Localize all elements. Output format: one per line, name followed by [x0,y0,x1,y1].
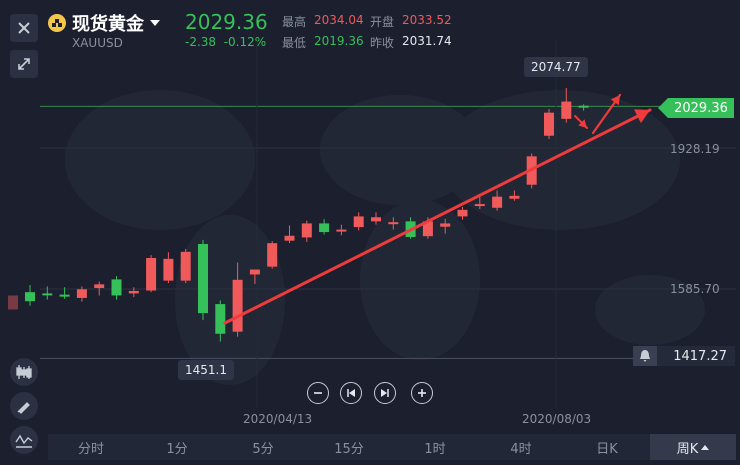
candle [111,279,122,296]
period-high-marker: 2074.77 [524,57,588,77]
current-price-tag: 2029.36 [668,98,734,118]
candlestick-icon [16,365,32,379]
tab-15min[interactable]: 15分 [334,441,364,457]
draw-tool-button[interactable] [10,392,38,420]
chart-grid [40,40,736,408]
candle [492,196,503,208]
tab-4hour[interactable]: 4时 [510,441,532,457]
candle [388,222,399,225]
candle [180,251,191,281]
trend-annotation [223,93,652,325]
trend-arrow-head [578,119,587,128]
alert-price-tag: 1417.27 [657,346,735,366]
x-tick-label: 2020/08/03 [522,412,592,426]
candle [353,216,364,228]
x-tick-label: 2020/04/13 [243,412,313,426]
period-low-marker: 1451.1 [178,360,234,380]
candle [457,209,468,217]
candle [25,292,35,302]
candle [578,105,589,108]
candle [232,279,243,332]
price-alert-button[interactable] [633,346,657,366]
change-value: -2.38 [185,35,217,49]
candle [128,290,139,294]
scroll-left-button[interactable] [340,382,362,404]
candle [267,243,278,267]
plus-icon [418,389,426,397]
candles [8,87,589,342]
tab-5min[interactable]: 5分 [252,441,274,457]
price-change: -2.38 -0.12% [185,35,266,49]
candle [284,235,295,241]
candle [215,304,226,334]
zoom-out-button[interactable] [307,382,329,404]
y-tick-label: 1928.19 [670,142,720,156]
chevron-down-icon [150,20,160,26]
candle [509,195,520,199]
fullscreen-button[interactable] [10,50,38,78]
candle [198,244,208,314]
tab-1hour[interactable]: 1时 [424,441,446,457]
candle [163,258,174,281]
tab-intraday[interactable]: 分时 [77,441,104,457]
candle [8,295,18,310]
candle [42,293,53,296]
instrument-code: XAUUSD [72,36,123,50]
instrument-selector[interactable]: 现货黄金 [48,10,160,36]
instrument-name: 现货黄金 [72,14,144,35]
candle [146,257,157,291]
skip-forward-icon [381,389,389,397]
candle [94,284,105,289]
open-value: 2033.52 [402,13,452,27]
close-icon [18,22,30,34]
candle [249,269,260,275]
scroll-right-button[interactable] [374,382,396,404]
close-button[interactable] [10,14,38,42]
minus-icon [314,392,322,394]
high-label: 最高 [282,15,307,29]
candle [59,294,70,297]
candle [561,101,572,119]
y-tick-label: 1585.70 [670,282,720,296]
pencil-icon [17,402,30,414]
change-percent: -0.12% [223,35,267,49]
candle [422,221,433,237]
candle [336,229,347,232]
low-value: 2019.36 [314,34,364,48]
tab-weekly[interactable]: 周K [650,434,736,460]
expand-icon [18,58,30,70]
open-label: 开盘 [370,15,395,29]
prev-close-value: 2031.74 [402,34,452,48]
candle [76,289,87,298]
trend-arrow-head [634,109,650,124]
period-tabs: 分时 1分 5分 15分 1时 4时 日K 周K [48,434,736,460]
last-price: 2029.36 [185,10,268,34]
candle [301,223,312,238]
tab-weekly-label: 周K [676,441,699,457]
line-chart-button[interactable] [10,426,38,454]
candle [371,217,381,222]
candle [440,223,451,227]
zoom-in-button[interactable] [411,382,433,404]
trend-arrow-head [610,95,620,106]
skip-back-icon [347,389,355,397]
tab-1min[interactable]: 1分 [166,441,188,457]
indicator-button[interactable] [10,358,38,386]
candle [544,112,554,136]
candle [319,223,330,233]
caret-up-icon [701,444,710,450]
trend-arrow-line [223,108,652,325]
high-value: 2034.04 [314,13,364,27]
low-label: 最低 [282,36,307,50]
line-chart-icon [15,434,33,448]
price-tag-arrow [658,98,668,118]
bell-icon [640,350,650,362]
gold-icon [48,14,66,32]
prev-close-label: 昨收 [370,36,395,50]
candle [474,204,485,207]
tab-daily[interactable]: 日K [596,441,618,457]
